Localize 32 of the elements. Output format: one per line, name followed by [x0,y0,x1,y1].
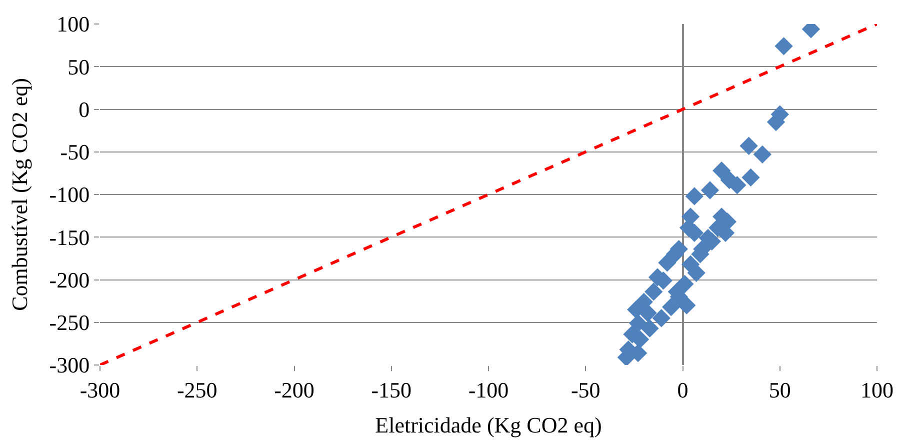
point [774,37,793,56]
point [644,282,663,301]
y-tick-label: 100 [56,12,90,37]
point [652,309,670,328]
x-tick-label: -150 [371,377,412,402]
point [740,136,758,156]
x-axis-title: Eletricidade (Kg CO2 eq) [375,412,602,438]
y-tick-label: -200 [49,267,90,292]
x-tick-label: 100 [860,377,894,402]
point [687,264,706,282]
y-tick-label: -250 [49,310,90,336]
y-tick-label: 0 [78,96,90,122]
y-tick-label: -100 [49,182,90,208]
y-tick-label: -50 [60,140,90,165]
point [700,181,720,200]
x-tick-label: -200 [274,377,314,402]
x-tick-label: -100 [468,377,509,402]
y-axis-title: Combustível (Kg CO2 eq) [7,78,32,311]
x-tick-label: 50 [768,377,791,402]
y-tick-label: 50 [68,54,90,80]
point [685,187,704,206]
point [742,168,760,187]
x-tick-label: -250 [176,377,218,402]
point [662,298,680,316]
x-tick-label: -50 [570,377,600,402]
y-tick-label: -300 [49,352,90,378]
y-tick-label: -150 [49,224,90,250]
x-tick-label: 0 [677,377,688,402]
point [753,145,772,164]
point [640,319,659,338]
point [658,254,676,272]
point [712,162,731,180]
